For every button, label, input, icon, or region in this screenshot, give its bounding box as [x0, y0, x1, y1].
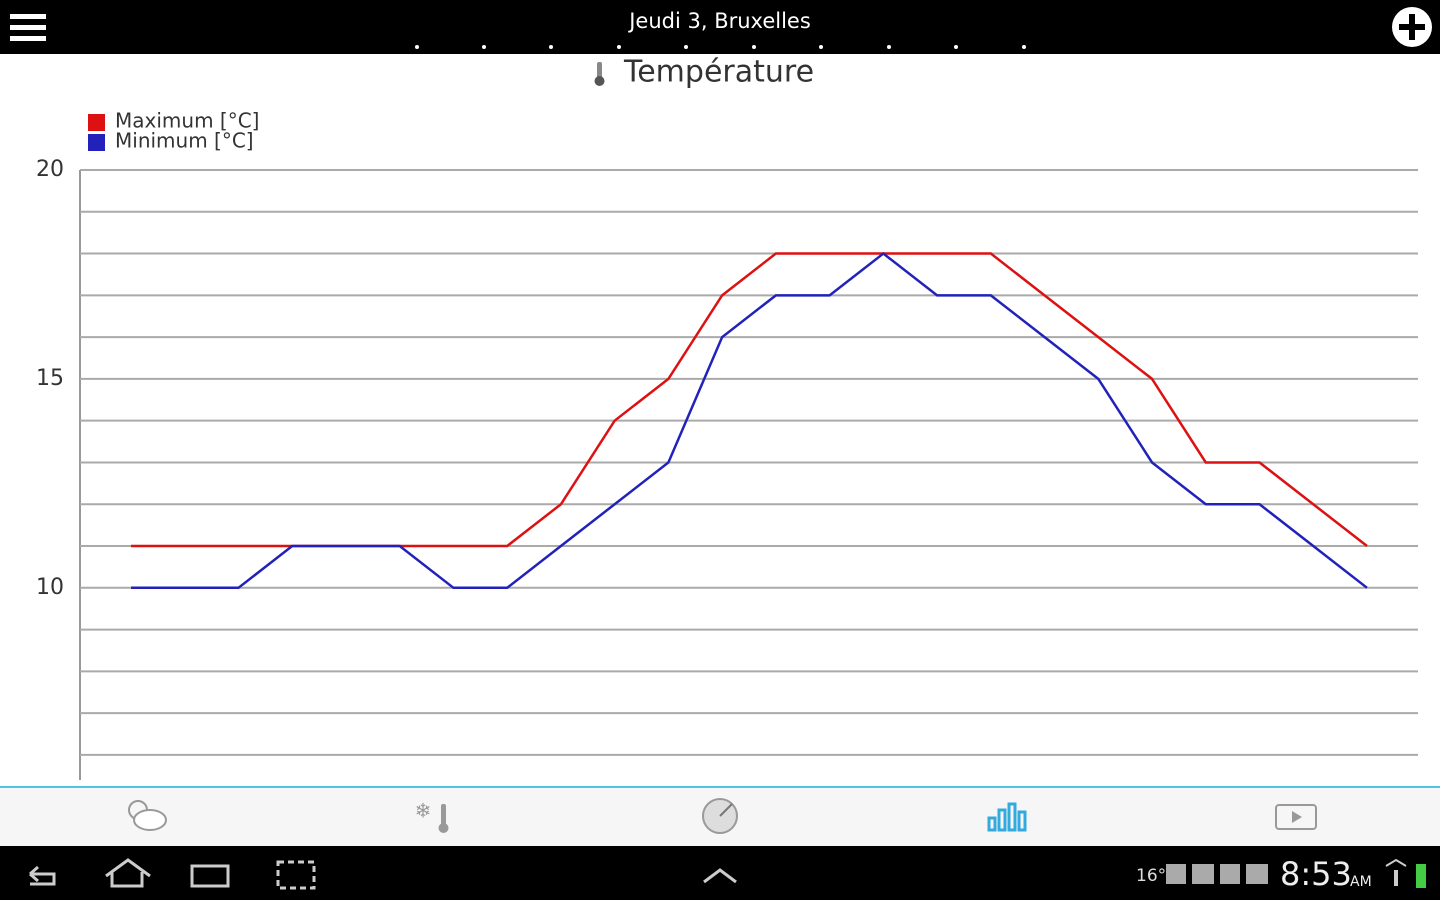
thermometer-icon: [594, 62, 605, 86]
svg-text:❄: ❄: [415, 799, 432, 823]
screenshot-button[interactable]: [276, 860, 316, 890]
status-temperature: 16°: [1136, 866, 1166, 886]
legend-label: Minimum [°C]: [115, 129, 254, 153]
expand-button[interactable]: [703, 868, 737, 884]
y-tick-label: 10: [36, 575, 64, 600]
line-series: [131, 251, 1368, 590]
back-button[interactable]: [29, 865, 56, 886]
app-bar: [0, 0, 1440, 54]
tab-charts[interactable]: [987, 802, 1027, 832]
add-button[interactable]: [1392, 7, 1432, 47]
home-button[interactable]: [105, 858, 151, 888]
chart: 10 15 20 Maximum [°C]Minimum [°C]: [36, 109, 1418, 780]
tab-weather[interactable]: [128, 800, 167, 831]
tab-radar[interactable]: [702, 798, 738, 834]
legend-label: Maximum [°C]: [115, 109, 259, 133]
chart-title: Température: [623, 55, 814, 90]
notification-icons: [1166, 864, 1268, 884]
legend-swatch: [88, 134, 105, 151]
y-tick-label: 20: [36, 157, 64, 182]
status-time: 8:53: [1280, 855, 1352, 893]
menu-button[interactable]: [10, 14, 46, 41]
tab-temperature[interactable]: ❄: [415, 799, 449, 834]
y-tick-label: 15: [36, 366, 64, 391]
line-series: [131, 252, 1368, 548]
legend-swatch: [88, 114, 105, 131]
tab-video[interactable]: [1275, 804, 1317, 830]
status-am-pm: AM: [1350, 874, 1372, 890]
signal-battery: [1385, 858, 1426, 888]
recent-button[interactable]: [190, 864, 230, 888]
page-indicator: [415, 45, 1026, 49]
app-title: Jeudi 3, Bruxelles: [627, 9, 811, 33]
